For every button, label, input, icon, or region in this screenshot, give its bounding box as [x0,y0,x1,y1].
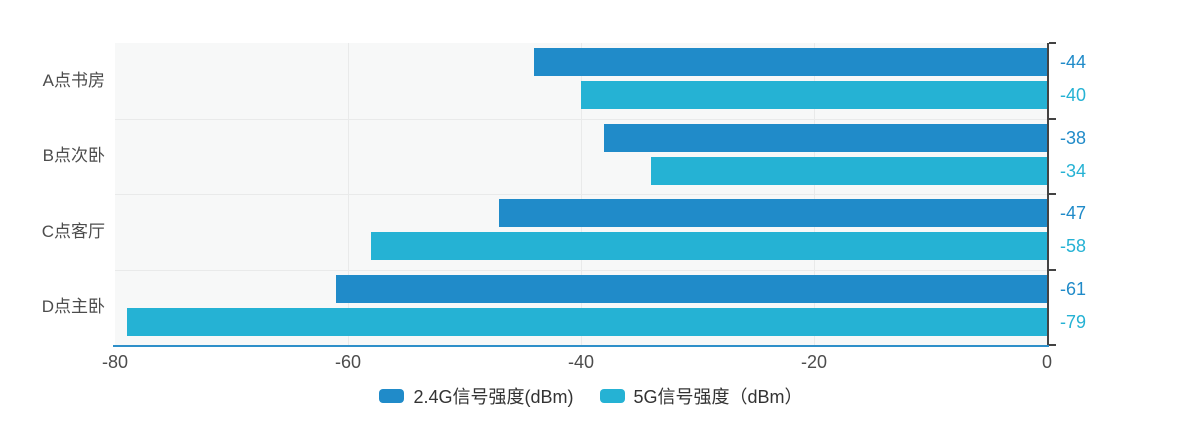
y-axis-line [1047,43,1049,347]
value-label: -40 [1060,85,1087,105]
category-label: D点主卧 [41,297,105,317]
value-label: -47 [1060,203,1087,223]
x-axis-tick-label: -40 [567,352,594,372]
bar-5g[interactable] [126,307,1047,336]
value-label: -79 [1060,311,1087,332]
bar-5g[interactable] [371,232,1047,260]
x-axis-tick-label: -80 [101,352,128,372]
value-label: -34 [1060,160,1087,181]
bar-2-4g[interactable] [499,199,1047,227]
value-label: -38 [1060,127,1087,148]
legend-label-2-4g: 2.4G信号强度(dBm) [413,387,574,407]
category-label: C点客厅 [41,221,105,241]
split-line [115,194,1047,195]
category-label: A点书房 [42,70,105,90]
y-axis-tick [1049,268,1056,271]
bar-5g[interactable] [581,81,1047,109]
bar-5g[interactable] [650,156,1047,185]
x-axis-line [113,345,1049,347]
legend-swatch-5g-icon [599,389,625,403]
legend-swatch-2-4g-icon [379,389,405,403]
y-axis-tick [1049,117,1056,120]
legend-label-5g: 5G信号强度（dBm） [633,387,803,407]
split-line [115,269,1047,271]
value-label: -61 [1060,278,1087,299]
bar-2-4g[interactable] [604,123,1047,152]
bar-2-4g[interactable] [534,48,1047,76]
legend-item-2-4g[interactable]: 2.4G信号强度(dBm) [379,383,574,409]
value-label: -58 [1060,236,1087,256]
x-axis-tick-label: -60 [334,352,361,372]
split-line [115,118,1047,120]
plot-area [115,43,1047,345]
y-axis-tick [1049,42,1056,44]
y-axis-tick [1049,344,1056,346]
bar-2-4g[interactable] [336,274,1047,303]
x-axis-tick-label: 0 [1041,352,1052,372]
legend-item-5g[interactable]: 5G信号强度（dBm） [599,383,803,409]
x-axis-tick-label: -20 [800,352,827,372]
value-label: -44 [1060,52,1087,72]
legend: 2.4G信号强度(dBm) 5G信号强度（dBm） [0,383,1182,409]
y-axis-tick [1049,193,1056,195]
category-label: B点次卧 [42,146,105,166]
